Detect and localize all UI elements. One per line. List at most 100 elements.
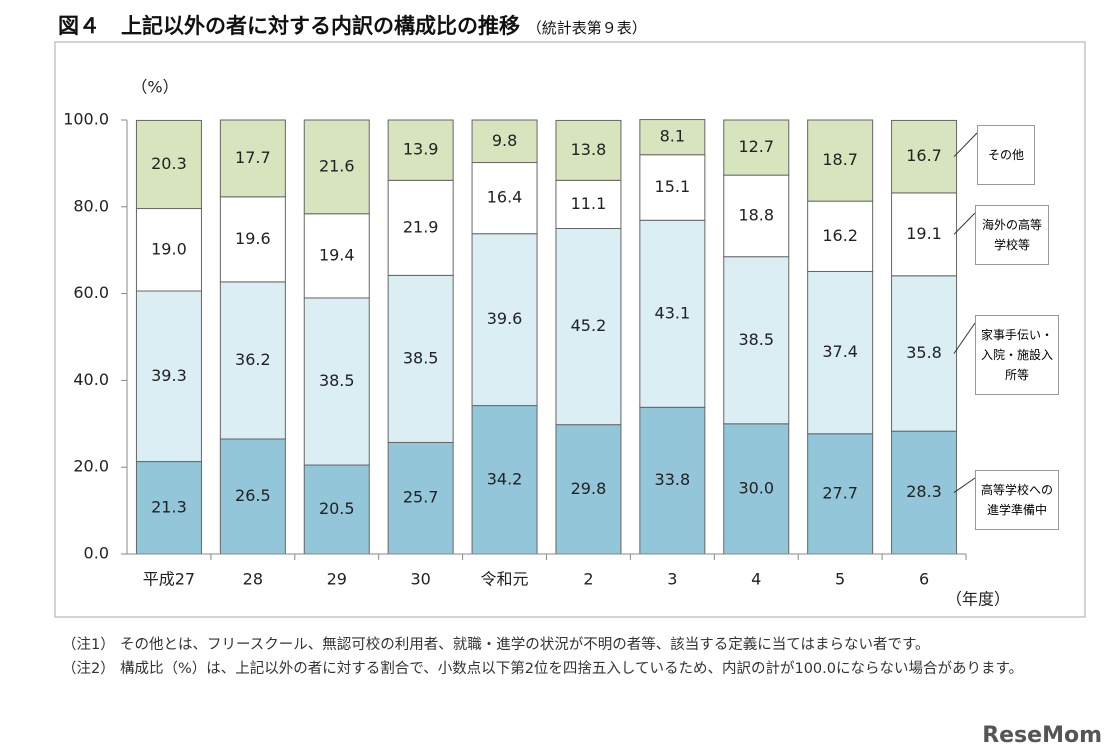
bar-segment — [555, 179, 622, 230]
bar-segment — [891, 192, 958, 277]
bar-segment — [387, 179, 454, 276]
bar-segment — [303, 464, 370, 555]
bar-segment — [555, 228, 622, 426]
value-label: 19.0 — [151, 239, 187, 258]
value-label: 16.4 — [487, 188, 523, 207]
bar-segment — [471, 405, 538, 555]
value-label: 11.1 — [571, 194, 607, 213]
value-label: 16.7 — [906, 146, 942, 165]
value-label: 17.7 — [235, 148, 271, 167]
bar-segment — [723, 423, 790, 555]
x-tick-label: 令和元 — [481, 570, 529, 589]
bar-segment — [135, 461, 202, 555]
value-label: 20.5 — [319, 499, 355, 518]
value-label: 34.2 — [487, 469, 523, 488]
value-label: 39.6 — [487, 309, 523, 328]
x-tick-label: 28 — [243, 570, 263, 589]
value-label: 38.5 — [738, 330, 774, 349]
bar-segment — [219, 119, 286, 198]
bar-segment — [219, 281, 286, 440]
value-label: 19.4 — [319, 245, 355, 264]
value-label: 16.2 — [822, 226, 858, 245]
bar-segment — [891, 275, 958, 432]
bar-segment — [471, 162, 538, 235]
value-label: 21.9 — [403, 217, 439, 236]
value-label: 35.8 — [906, 343, 942, 362]
value-label: 25.7 — [403, 488, 439, 507]
y-tick-label: 60.0 — [73, 283, 109, 302]
bar-segment — [387, 274, 454, 443]
x-tick-label: 2 — [583, 570, 593, 589]
legend-entry: その他 — [977, 125, 1035, 185]
bar-segment — [639, 219, 706, 408]
legend-leader — [953, 212, 976, 235]
value-label: 8.1 — [660, 127, 685, 146]
bar-segment — [807, 119, 874, 202]
bar-segment — [807, 433, 874, 555]
bar-segment — [219, 438, 286, 555]
bar-segment — [135, 208, 202, 292]
x-tick-label: 平成27 — [143, 570, 195, 589]
legend-leader — [953, 477, 976, 493]
legend-leader — [953, 132, 978, 158]
y-unit: （%） — [131, 78, 178, 97]
bar-segment — [135, 290, 202, 463]
value-label: 36.2 — [235, 350, 271, 369]
value-label: 13.8 — [571, 140, 607, 159]
bar-segment — [891, 119, 958, 194]
x-tick-label: 3 — [667, 570, 677, 589]
y-tick-label: 100.0 — [63, 110, 109, 129]
x-unit: （年度） — [946, 590, 1010, 609]
legend-leader — [953, 322, 976, 354]
note-text: その他とは、フリースクール、無認可校の利用者、就職・進学の状況が不明の者等、該当… — [120, 637, 930, 653]
value-label: 28.3 — [906, 482, 942, 501]
bar-segment — [387, 119, 454, 181]
value-label: 18.7 — [822, 150, 858, 169]
y-tick-label: 40.0 — [73, 370, 109, 389]
bar-segment — [471, 119, 538, 164]
value-label: 21.6 — [319, 156, 355, 175]
bar-segment — [135, 119, 202, 210]
value-label: 26.5 — [235, 486, 271, 505]
bar-segment — [555, 119, 622, 181]
value-label: 37.4 — [822, 342, 858, 361]
legend-entry: 家事手伝い・入院・施設入所等 — [975, 315, 1059, 395]
bar-segment — [723, 174, 790, 258]
bar-segment — [387, 441, 454, 555]
x-tick-label: 30 — [410, 570, 430, 589]
bar-segment — [891, 430, 958, 555]
note: （注2） 構成比（%）は、上記以外の者に対する割合で、小数点以下第2位を四捨五入し… — [62, 657, 1077, 681]
value-label: 38.5 — [319, 371, 355, 390]
note-text: 構成比（%）は、上記以外の者に対する割合で、小数点以下第2位を四捨五入しているた… — [120, 661, 1024, 677]
title-row: 図４ 上記以外の者に対する内訳の構成比の推移 （統計表第９表） — [58, 10, 647, 40]
note-label: （注2） — [62, 661, 115, 677]
x-tick-label: 5 — [835, 570, 845, 589]
note: （注1） その他とは、フリースクール、無認可校の利用者、就職・進学の状況が不明の者… — [62, 633, 1077, 657]
value-label: 29.8 — [571, 479, 607, 498]
bar-segment — [303, 297, 370, 466]
value-label: 43.1 — [655, 303, 691, 322]
value-label: 38.5 — [403, 348, 439, 367]
y-tick-label: 80.0 — [73, 196, 109, 215]
value-label: 18.8 — [738, 205, 774, 224]
chart-subtitle: （統計表第９表） — [526, 19, 647, 37]
bar-segment — [639, 406, 706, 555]
value-label: 19.6 — [235, 229, 271, 248]
value-label: 39.3 — [151, 366, 187, 385]
value-label: 33.8 — [655, 470, 691, 489]
legend-entry: 高等学校への進学準備中 — [975, 470, 1059, 530]
bar-segment — [303, 213, 370, 299]
x-tick-label: 6 — [919, 570, 929, 589]
watermark: ReseMom — [982, 723, 1102, 748]
x-tick-label: 29 — [327, 570, 347, 589]
x-tick-label: 4 — [751, 570, 761, 589]
bar-segment — [807, 200, 874, 272]
bar-segment — [723, 119, 790, 176]
value-label: 21.3 — [151, 497, 187, 516]
note-label: （注1） — [62, 637, 115, 653]
value-label: 15.1 — [655, 177, 691, 196]
value-label: 12.7 — [738, 137, 774, 156]
value-label: 30.0 — [738, 478, 774, 497]
bar-segment — [639, 119, 706, 156]
